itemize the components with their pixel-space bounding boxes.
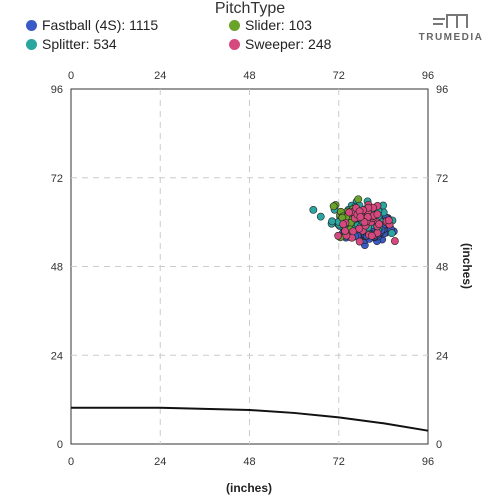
legend-item-slider[interactable]: Slider: 103 (229, 17, 312, 33)
legend-label: Slider: 103 (245, 17, 312, 33)
x-axis-label: (inches) (226, 481, 273, 495)
y-tick-label-left: 72 (51, 173, 63, 185)
scatter-point-sweeper (360, 218, 369, 227)
legend-item-splitter[interactable]: Splitter: 534 (26, 36, 117, 52)
scatter-point-sweeper (355, 237, 364, 246)
scatter-point-sweeper (373, 210, 382, 219)
y-tick-label-right: 96 (436, 84, 448, 96)
x-tick-label-top: 48 (243, 70, 255, 82)
legend-label: Fastball (4S): 1115 (42, 17, 159, 33)
trumedia-logo: TRUMEDIA (416, 12, 486, 46)
legend-dot-icon (26, 38, 37, 50)
x-tick-label-bottom: 96 (422, 456, 434, 468)
y-axis-label: (inches) (460, 243, 474, 290)
x-tick-label-bottom: 24 (154, 456, 166, 468)
x-tick-label-top: 24 (154, 70, 166, 82)
scatter-point-splitter (328, 217, 337, 226)
legend-title: PitchType (214, 0, 286, 17)
x-tick-label-bottom: 48 (243, 456, 255, 468)
y-tick-label-left: 48 (51, 262, 63, 274)
scatter-point-sweeper (375, 220, 383, 229)
scatter-point-sweeper (334, 231, 343, 240)
scatter-point-sweeper (384, 216, 393, 225)
y-tick-label-left: 24 (51, 350, 63, 362)
scatter-point-sweeper (345, 208, 354, 217)
scatter-point-slider (329, 202, 338, 211)
legend-label: Sweeper: 248 (245, 36, 332, 52)
scatter-point-splitter (387, 229, 396, 238)
x-tick-label-bottom: 0 (68, 456, 74, 468)
scatter-point-splitter (309, 205, 318, 214)
scatter-point-sweeper (367, 231, 376, 240)
scatter-point-sweeper (339, 220, 348, 229)
y-tick-label-left: 0 (57, 439, 63, 451)
legend-dot-icon (229, 19, 240, 31)
legend-label: Splitter: 534 (42, 36, 117, 52)
y-tick-label-right: 48 (436, 262, 448, 274)
x-tick-label-bottom: 72 (333, 456, 345, 468)
scatter-point-sweeper (356, 213, 365, 221)
y-tick-label-right: 0 (436, 439, 442, 451)
scatter-point-splitter (316, 212, 325, 221)
y-tick-label-right: 24 (436, 350, 448, 362)
scatter-point-sweeper (355, 224, 364, 233)
legend-dot-icon (26, 19, 37, 31)
trumedia-logo-icon (433, 14, 468, 28)
reference-curve (71, 406, 429, 432)
scatter-point-slider (354, 195, 363, 204)
legend-item-fastball[interactable]: Fastball (4S): 1115 (26, 17, 158, 33)
logo-text: TRUMEDIA (418, 32, 484, 43)
scatter-point-sweeper (390, 237, 399, 245)
legend-item-sweeper[interactable]: Sweeper: 248 (229, 36, 331, 52)
y-tick-label-right: 72 (436, 173, 448, 185)
legend-dot-icon (229, 38, 240, 50)
x-tick-label-top: 96 (422, 70, 434, 82)
x-tick-label-top: 0 (68, 70, 74, 82)
y-tick-label-left: 96 (51, 84, 63, 96)
x-tick-label-top: 72 (333, 70, 345, 82)
scatter-point-sweeper (341, 227, 350, 235)
